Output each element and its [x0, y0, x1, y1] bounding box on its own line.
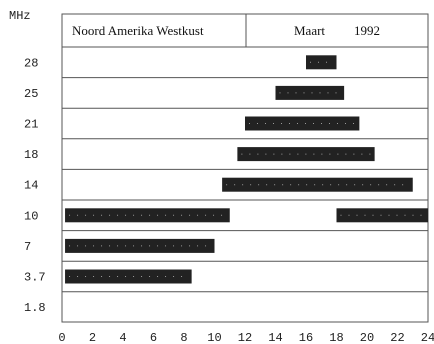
title-box-frame: [61, 13, 429, 48]
x-tick-label: 4: [119, 331, 126, 344]
x-tick-label: 6: [150, 331, 157, 344]
y-tick-label: 14: [24, 179, 38, 193]
y-tick-labels: 28 25 21 18 14 10 7 3.7 1.8: [24, 56, 46, 315]
y-tick-label: 10: [24, 209, 38, 223]
x-tick-label: 2: [89, 331, 96, 344]
x-tick-label: 8: [180, 331, 187, 344]
opening-bar: [222, 177, 413, 192]
y-tick-label: 28: [24, 56, 38, 70]
x-tick-label: 0: [58, 331, 65, 344]
y-tick-label: 1.8: [24, 301, 46, 315]
x-tick-label: 20: [360, 331, 374, 344]
x-tick-label: 10: [207, 331, 221, 344]
opening-bar: [65, 238, 215, 253]
x-tick-label: 16: [299, 331, 313, 344]
y-tick-label: 18: [24, 148, 38, 162]
y-tick-label: 25: [24, 87, 38, 101]
y-tick-label: 21: [24, 118, 38, 132]
x-tick-label: 18: [329, 331, 343, 344]
x-tick-label: 12: [238, 331, 252, 344]
opening-bar: [306, 55, 337, 70]
y-tick-label: 7: [24, 240, 31, 254]
x-tick-labels: 0 2 4 6 8 10 12 14 16 18 20 22 24: [58, 331, 434, 344]
opening-bar: [65, 208, 230, 223]
opening-bar: [245, 116, 360, 131]
y-tick-label: 3.7: [24, 271, 46, 285]
chart-title: Noord Amerika Westkust: [72, 23, 204, 38]
x-tick-label: 14: [268, 331, 282, 344]
y-axis-title: MHz: [9, 9, 31, 23]
opening-bar: [336, 208, 428, 223]
x-tick-label: 24: [421, 331, 434, 344]
chart-month: Maart: [294, 23, 325, 38]
opening-bar: [275, 85, 345, 100]
title-box: Noord Amerika Westkust Maart 1992: [61, 13, 429, 48]
x-tick-label: 22: [390, 331, 404, 344]
chart-year: 1992: [354, 23, 380, 38]
band-rows: [62, 77, 428, 293]
opening-bar: [65, 269, 192, 284]
bars-layer: [65, 55, 428, 284]
